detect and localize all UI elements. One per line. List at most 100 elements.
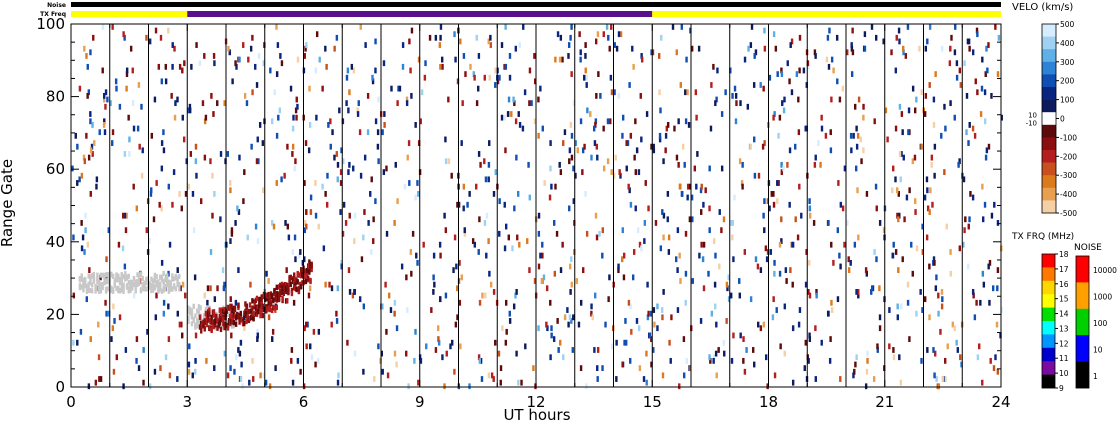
scatter-point	[832, 67, 835, 74]
scatter-point	[595, 234, 599, 241]
scatter-point	[390, 85, 393, 92]
scatter-point	[447, 158, 451, 165]
scatter-point	[892, 241, 895, 248]
ground-scatter-point	[167, 284, 171, 290]
scatter-point	[900, 151, 903, 157]
scatter-point	[436, 325, 440, 332]
scatter-point	[940, 132, 943, 139]
scatter-point	[855, 288, 858, 295]
scatter-point	[211, 172, 214, 179]
scatter-point	[546, 325, 549, 332]
scatter-point	[920, 143, 923, 150]
scatter-point	[647, 205, 650, 212]
scatter-point	[194, 143, 198, 150]
scatter-point	[589, 111, 592, 117]
arc-scatter-point	[204, 310, 208, 317]
scatter-point	[135, 205, 139, 212]
scatter-point	[272, 223, 276, 230]
scatter-point	[949, 270, 952, 277]
ground-scatter-point	[83, 279, 87, 285]
scatter-point	[541, 252, 544, 259]
scatter-point	[168, 241, 172, 248]
scatter-point	[204, 114, 208, 121]
scatter-point	[154, 314, 158, 321]
ground-scatter-point	[131, 285, 134, 291]
scatter-point	[190, 63, 193, 70]
scatter-point	[825, 56, 829, 63]
scatter-point	[798, 34, 802, 41]
scatter-point	[416, 180, 419, 186]
scatter-point	[971, 49, 975, 56]
scatter-point	[353, 212, 357, 219]
scatter-point	[303, 53, 306, 59]
scatter-point	[959, 82, 962, 88]
scatter-point	[292, 299, 296, 306]
scatter-point	[256, 328, 259, 335]
velocity-colorbar-swatch	[1042, 162, 1056, 176]
scatter-point	[930, 154, 934, 161]
scatter-point	[677, 118, 680, 125]
scatter-point	[434, 347, 438, 353]
scatter-point	[484, 292, 487, 299]
scatter-point	[305, 343, 308, 350]
ground-scatter-point	[124, 271, 127, 277]
scatter-point	[852, 132, 855, 139]
ground-scatter-point	[127, 287, 130, 293]
scatter-point	[981, 379, 984, 386]
scatter-point	[984, 71, 987, 77]
scatter-point	[291, 249, 295, 255]
ground-scatter-point	[136, 272, 139, 278]
scatter-point	[195, 172, 198, 179]
ground-scatter-point	[167, 279, 171, 285]
scatter-point	[528, 100, 531, 107]
scatter-point	[569, 288, 572, 295]
ground-scatter-point	[89, 280, 92, 286]
scatter-point	[88, 267, 91, 274]
scatter-point	[570, 281, 573, 288]
scatter-point	[627, 299, 631, 306]
scatter-point	[662, 212, 666, 219]
scatter-point	[382, 60, 386, 67]
scatter-point	[468, 383, 471, 390]
scatter-point	[518, 42, 521, 48]
scatter-point	[594, 38, 598, 45]
scatter-point	[933, 372, 936, 379]
scatter-point	[596, 376, 599, 382]
scatter-point	[645, 379, 648, 386]
scatter-point	[533, 78, 537, 85]
scatter-point	[405, 100, 409, 107]
scatter-point	[235, 63, 238, 70]
scatter-point	[788, 147, 792, 154]
scatter-point	[141, 147, 144, 154]
ground-scatter-point	[190, 308, 194, 314]
scatter-point	[968, 45, 971, 52]
scatter-point	[444, 292, 448, 299]
scatter-point	[634, 205, 637, 212]
velocity-colorbar-swatch	[1042, 74, 1056, 88]
txfreq-colorbar-tick-label: 10	[1059, 369, 1069, 378]
arc-scatter-point	[247, 308, 251, 315]
ground-scatter-point	[150, 286, 153, 292]
scatter-point	[205, 357, 208, 364]
txfreq-colorbar-tick-label: 14	[1059, 310, 1069, 319]
ground-scatter-point	[148, 284, 151, 290]
scatter-point	[667, 249, 671, 255]
scatter-point	[104, 89, 108, 96]
scatter-point	[245, 100, 249, 107]
scatter-point	[559, 339, 562, 346]
scatter-point	[558, 56, 562, 63]
arc-scatter-point	[275, 304, 278, 311]
arc-scatter-point	[237, 302, 240, 309]
scatter-point	[679, 278, 682, 284]
scatter-point	[72, 339, 75, 346]
scatter-point	[353, 288, 356, 295]
scatter-point	[102, 122, 106, 128]
scatter-point	[123, 263, 127, 270]
scatter-point	[105, 256, 108, 263]
scatter-point	[192, 227, 196, 234]
ground-scatter-point	[227, 311, 230, 317]
ground-scatter-point	[199, 305, 202, 311]
scatter-point	[617, 31, 621, 38]
scatter-point	[762, 212, 765, 219]
scatter-point	[247, 56, 250, 63]
